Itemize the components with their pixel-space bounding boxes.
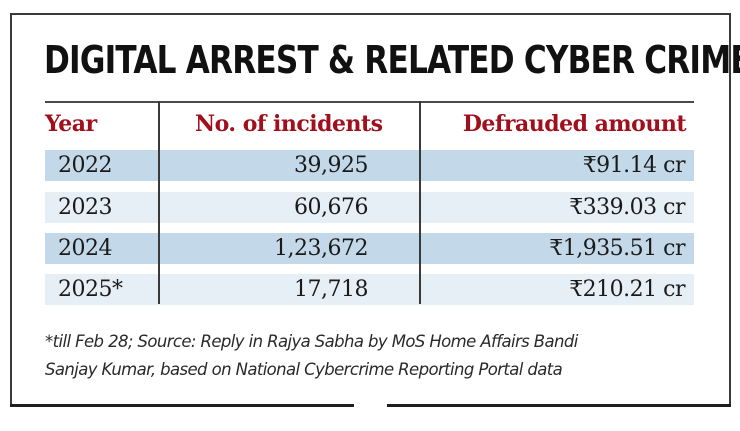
- cell-amount: ₹1,935.51 cr: [549, 236, 685, 261]
- table-row: 2022 39,925 ₹91.14 cr: [45, 150, 694, 181]
- column-header-amount: Defrauded amount: [462, 111, 687, 137]
- cell-year: 2024: [58, 236, 113, 261]
- column-header-year: Year: [45, 111, 97, 137]
- cell-amount: ₹339.03 cr: [569, 195, 685, 220]
- cell-amount: ₹91.14 cr: [582, 153, 686, 178]
- table-row: 2025* 17,718 ₹210.21 cr: [45, 274, 694, 305]
- frame-right-border: [729, 13, 731, 406]
- frame-bottom-border-right: [387, 404, 731, 407]
- footnote: *till Feb 28; Source: Reply in Rajya Sab…: [45, 328, 705, 384]
- column-header-incidents: No. of incidents: [195, 111, 383, 137]
- frame-top-border: [10, 13, 731, 15]
- cell-year: 2023: [58, 195, 113, 220]
- table-row: 2024 1,23,672 ₹1,935.51 cr: [45, 233, 694, 264]
- cell-incidents: 60,676: [294, 195, 368, 220]
- footnote-line-1: *till Feb 28; Source: Reply in Rajya Sab…: [45, 332, 578, 351]
- table-row: 2023 60,676 ₹339.03 cr: [45, 192, 694, 223]
- frame-bottom-border-left: [10, 404, 354, 407]
- cell-incidents: 1,23,672: [274, 236, 368, 261]
- column-divider: [158, 101, 160, 304]
- cell-year: 2025*: [58, 277, 123, 302]
- cell-incidents: 39,925: [294, 153, 368, 178]
- column-divider: [419, 101, 421, 304]
- cell-amount: ₹210.21 cr: [569, 277, 685, 302]
- header-rule: [45, 101, 694, 103]
- cell-year: 2022: [58, 153, 113, 178]
- frame-left-border: [10, 13, 12, 406]
- footnote-line-2: Sanjay Kumar, based on National Cybercri…: [45, 360, 563, 379]
- cell-incidents: 17,718: [294, 277, 368, 302]
- page-title: DIGITAL ARREST & RELATED CYBER CRIME: [44, 38, 740, 82]
